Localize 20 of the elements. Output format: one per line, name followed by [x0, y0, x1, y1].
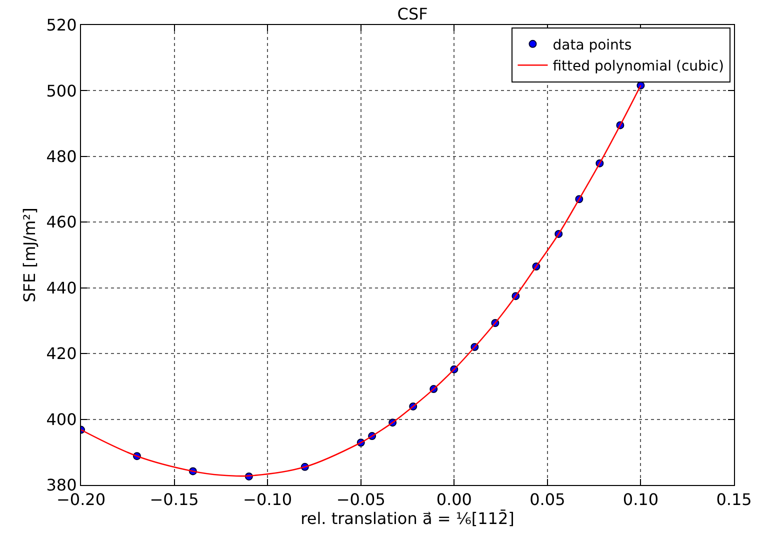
y-tick-label: 480	[46, 147, 77, 166]
y-tick-label: 440	[46, 278, 77, 298]
x-tick-label: 0.05	[530, 490, 566, 510]
x-tick-label: −0.15	[150, 490, 199, 510]
x-tick-label: −0.10	[243, 490, 292, 510]
y-tick-label: 520	[46, 16, 77, 35]
chart-title: CSF	[397, 4, 428, 24]
legend-label: data points	[552, 37, 632, 54]
x-tick-label: 0.00	[436, 490, 472, 510]
x-tick-label: 0.10	[622, 490, 659, 510]
x-tick-label: −0.20	[56, 490, 106, 510]
legend-label: fitted polynomial (cubic)	[552, 58, 724, 75]
y-tick-label: 500	[46, 81, 77, 100]
y-tick-label: 420	[46, 344, 77, 364]
x-axis-title: rel. translation a⃗ = ⅙[112̄]	[300, 509, 514, 528]
x-tick-label: 0.15	[716, 490, 752, 510]
y-tick-label: 400	[46, 410, 77, 429]
y-axis-title: SFE [mJ/m²]	[20, 208, 40, 302]
x-tick-label: −0.05	[336, 490, 386, 510]
y-tick-label: 460	[46, 212, 77, 232]
